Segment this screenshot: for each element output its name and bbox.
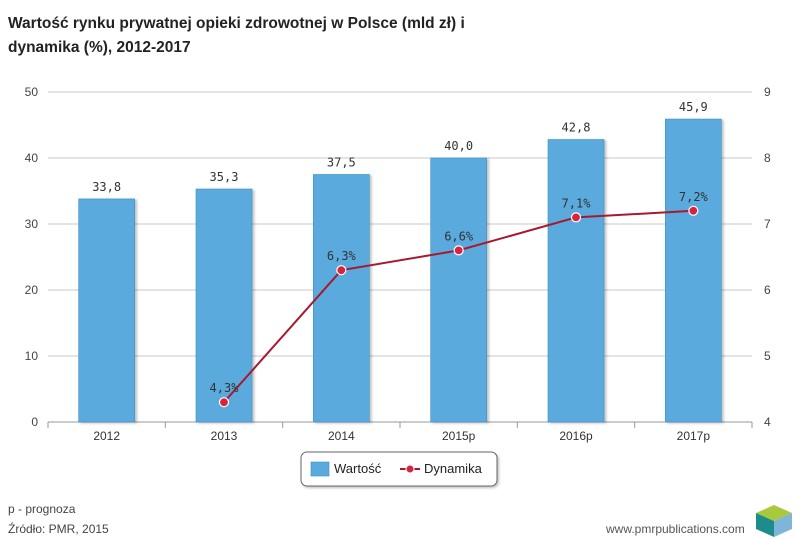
footnote: p - prognoza: [8, 502, 76, 516]
y-right-tick-label: 6: [764, 283, 771, 297]
y-left-tick-label: 40: [25, 151, 39, 165]
y-right-tick-label: 4: [764, 415, 771, 429]
axis-layer: 0 10 20 30 40 50 4 5 6 7 8 9 2012 2013 2014 2015p 2016p 2…: [25, 85, 771, 443]
line-data-label: 7,1%: [562, 196, 592, 210]
x-tick-label: 2016p: [559, 429, 593, 443]
line-data-label: 6,6%: [444, 229, 474, 243]
y-right-tick-label: 7: [764, 217, 771, 231]
legend: Wartość Dynamika: [300, 451, 498, 487]
legend-line-marker: [405, 464, 415, 474]
legend-label-dynamika: Dynamika: [424, 461, 483, 476]
y-left-tick-label: 0: [31, 415, 38, 429]
y-right-tick-label: 8: [764, 151, 771, 165]
y-right-tick-label: 9: [764, 85, 771, 99]
website-link[interactable]: www.pmrpublications.com: [606, 522, 745, 536]
bar-data-label: 45,9: [679, 100, 708, 114]
line-point: [453, 245, 464, 256]
y-right-tick-label: 5: [764, 349, 771, 363]
x-tick-label: 2013: [211, 429, 238, 443]
x-tick-label: 2017p: [677, 429, 711, 443]
bar-data-label: 33,8: [92, 180, 121, 194]
legend-bar-swatch: [310, 461, 330, 477]
bar-data-label: 40,0: [444, 139, 473, 153]
line-point: [336, 265, 347, 276]
grid-layer: [48, 91, 752, 423]
line-data-label: 4,3%: [210, 381, 240, 395]
legend-label-wartosc: Wartość: [334, 461, 382, 476]
chart: 0 10 20 30 40 50 4 5 6 7 8 9 2012 2013 2014 2015p 2016p 2…: [25, 85, 771, 487]
bar-data-label: 37,5: [327, 156, 356, 170]
line-layer: 4,3% 6,3% 6,6% 7,1% 7,2%: [210, 190, 709, 408]
bar: [430, 157, 487, 423]
bar-data-label: 42,8: [562, 121, 591, 135]
bar: [547, 139, 605, 423]
line-point: [218, 397, 230, 408]
legend-box: [300, 451, 498, 487]
bar: [665, 118, 722, 423]
bar: [78, 198, 135, 423]
chart-title: Wartość rynku prywatnej opieki zdrowotne…: [8, 12, 628, 60]
y-left-tick-label: 10: [25, 349, 39, 363]
line-point: [688, 205, 699, 216]
line-data-label: 7,2%: [679, 190, 709, 204]
x-tick-label: 2012: [93, 429, 120, 443]
chart-title-line-2: dynamika (%), 2012-2017: [8, 39, 191, 56]
y-left-tick-label: 50: [25, 85, 39, 99]
bar-data-label: 35,3: [210, 170, 239, 184]
bar: [313, 174, 370, 423]
chart-title-line-1: Wartość rynku prywatnej opieki zdrowotne…: [8, 15, 465, 32]
bar: [195, 188, 253, 423]
bar-layer: 33,8 35,3 37,5 40,0 42,8 45,9: [78, 100, 722, 423]
source-note: Źródło: PMR, 2015: [8, 522, 109, 536]
x-tick-label: 2015p: [442, 429, 476, 443]
y-left-tick-label: 20: [25, 283, 39, 297]
line-data-label: 6,3%: [327, 249, 357, 263]
x-tick-label: 2014: [328, 429, 355, 443]
y-left-tick-label: 30: [25, 217, 39, 231]
pmr-logo-icon: [756, 505, 792, 537]
line-point: [570, 212, 582, 223]
